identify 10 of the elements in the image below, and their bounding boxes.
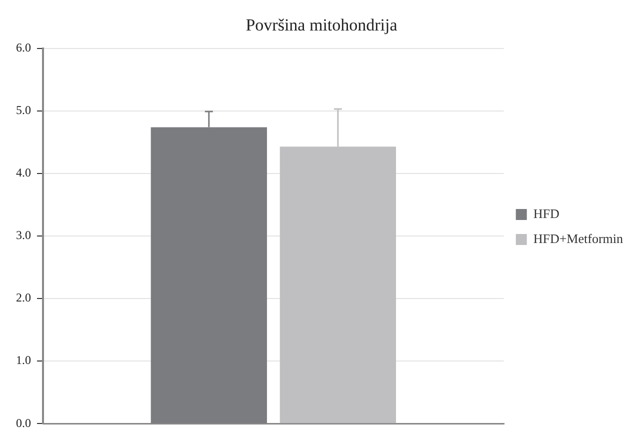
legend-label: HFD+Metformin <box>533 230 624 246</box>
y-tick-label: 5.0 <box>16 103 31 118</box>
legend-label: HFD <box>533 206 560 221</box>
y-tick-label: 2.0 <box>16 290 31 305</box>
y-tick-label: 1.0 <box>16 353 31 368</box>
y-tick-label: 4.0 <box>16 166 31 180</box>
chart-title: Površina mitohondrija <box>246 16 398 35</box>
y-tick-label: 3.0 <box>16 228 31 242</box>
y-tick-label: 0.0 <box>16 416 31 430</box>
y-tick-label: 6.0 <box>16 40 31 55</box>
